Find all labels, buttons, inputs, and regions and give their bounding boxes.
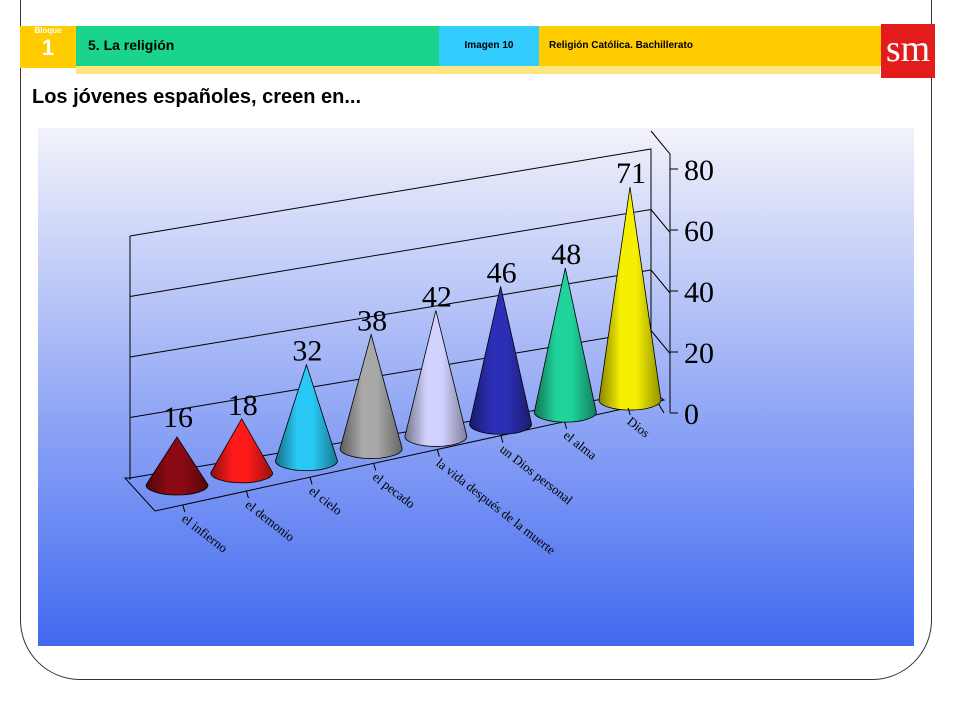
chart-bar-cone: [404, 310, 468, 447]
data-label: 18: [228, 389, 258, 422]
y-tick-label: 40: [684, 276, 714, 309]
cone-body: [404, 310, 468, 447]
logo-text: sm: [885, 28, 931, 70]
chart-bar-cone: [598, 186, 662, 411]
y-tick-label: 60: [684, 215, 714, 248]
x-tick-mark: [627, 407, 631, 416]
cone-body: [210, 418, 274, 484]
data-label: 48: [551, 238, 581, 271]
chart-bar-cone: [533, 268, 597, 423]
data-label: 71: [616, 157, 646, 190]
cone-body: [275, 363, 338, 472]
section-title: 5. La religión: [88, 37, 175, 53]
x-tick-mark: [373, 463, 377, 471]
x-tick-mark: [182, 504, 186, 513]
data-label: 42: [422, 280, 452, 313]
left-rule: [20, 140, 21, 150]
bloque-label: Bloque: [34, 26, 62, 35]
slide-frame: [20, 0, 932, 680]
chart-background: [38, 128, 914, 646]
gridline: [650, 209, 671, 233]
cone-body: [469, 286, 532, 435]
y-tick-label: 0: [684, 398, 699, 431]
data-label: 46: [487, 256, 517, 289]
chart-bar-cone: [210, 418, 274, 484]
data-label: 16: [163, 401, 193, 434]
cone-body: [145, 436, 209, 496]
x-tick-mark: [564, 421, 568, 429]
chart-bar-cone: [275, 363, 338, 472]
course-segment: Religión Católica. Bachillerato: [539, 26, 900, 66]
x-tick-mark: [500, 435, 504, 443]
header-bar: Bloque 1 5. La religión Imagen 10 Religi…: [20, 26, 900, 68]
x-tick-mark: [436, 449, 440, 457]
gridline: [650, 330, 671, 354]
course-label: Religión Católica. Bachillerato: [549, 40, 693, 51]
left-rule: [20, 88, 21, 118]
cone-body: [533, 268, 597, 423]
bloque-badge: Bloque 1: [20, 26, 76, 68]
page-title: Los jóvenes españoles, creen en...: [32, 86, 362, 108]
y-tick-label: 80: [684, 154, 714, 187]
chart: 0 20 40 60 80 el infierno el demonio el cielo e…: [38, 128, 914, 646]
data-label: 32: [292, 335, 322, 368]
image-label: Imagen 10: [464, 40, 514, 51]
chart-bar-cone: [469, 286, 532, 435]
y-tick-label: 20: [684, 337, 714, 370]
gridline: [650, 269, 671, 294]
data-label: 38: [357, 305, 387, 338]
cone-body: [598, 186, 662, 411]
gridline: [129, 209, 652, 297]
x-tick-mark: [245, 491, 249, 499]
side-wall-edge: [650, 130, 671, 413]
chart-bar-cone: [339, 333, 403, 459]
x-tick-mark: [309, 477, 313, 485]
bloque-number: 1: [41, 35, 55, 60]
header-strip: [76, 66, 880, 74]
sm-logo: sm: [881, 24, 935, 78]
cone-body: [339, 333, 403, 459]
image-segment: Imagen 10: [439, 26, 539, 66]
section-segment: 5. La religión: [76, 26, 439, 66]
chart-bar-cone: [145, 436, 209, 496]
